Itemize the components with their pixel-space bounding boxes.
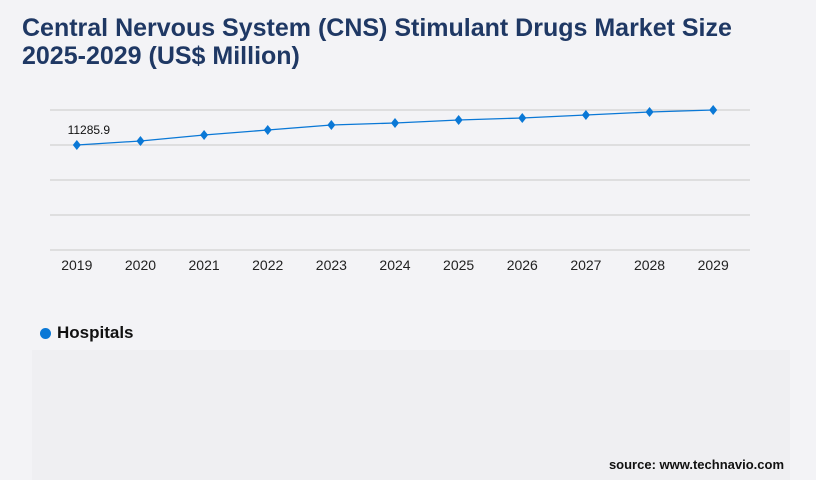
x-tick-label: 2023 — [316, 257, 347, 273]
legend-marker-icon — [40, 327, 51, 339]
x-tick-label: 2020 — [125, 257, 156, 273]
data-point — [454, 114, 463, 125]
legend: Hospitals — [40, 323, 134, 343]
data-point — [136, 135, 145, 146]
x-tick-label: 2025 — [443, 257, 474, 273]
data-point — [200, 129, 209, 140]
data-point — [645, 106, 654, 117]
data-point — [581, 109, 590, 120]
legend-label[interactable]: Hospitals — [57, 323, 134, 342]
x-tick-label: 2022 — [252, 257, 283, 273]
x-tick-label: 2027 — [570, 257, 601, 273]
chart-title: Central Nervous System (CNS) Stimulant D… — [22, 14, 732, 70]
x-tick-label: 2021 — [189, 257, 220, 273]
data-label: 11285.9 — [68, 123, 111, 137]
x-tick-label: 2024 — [379, 257, 410, 273]
legend-panel — [32, 350, 790, 480]
data-point — [709, 105, 718, 115]
line-chart: 2019 2020 2021 2022 2023 2024 2025 2026 2027 2028… — [50, 105, 750, 273]
x-tick-label: 2028 — [634, 257, 665, 273]
data-point — [518, 112, 527, 123]
data-point — [72, 140, 81, 151]
x-tick-label: 2029 — [698, 257, 729, 273]
data-point — [391, 117, 399, 128]
x-tick-label: 2026 — [507, 257, 538, 273]
data-point — [263, 124, 272, 135]
x-tick-label: 2019 — [61, 257, 92, 273]
source-text: source: www.technavio.com — [608, 457, 784, 472]
data-point — [327, 119, 336, 130]
